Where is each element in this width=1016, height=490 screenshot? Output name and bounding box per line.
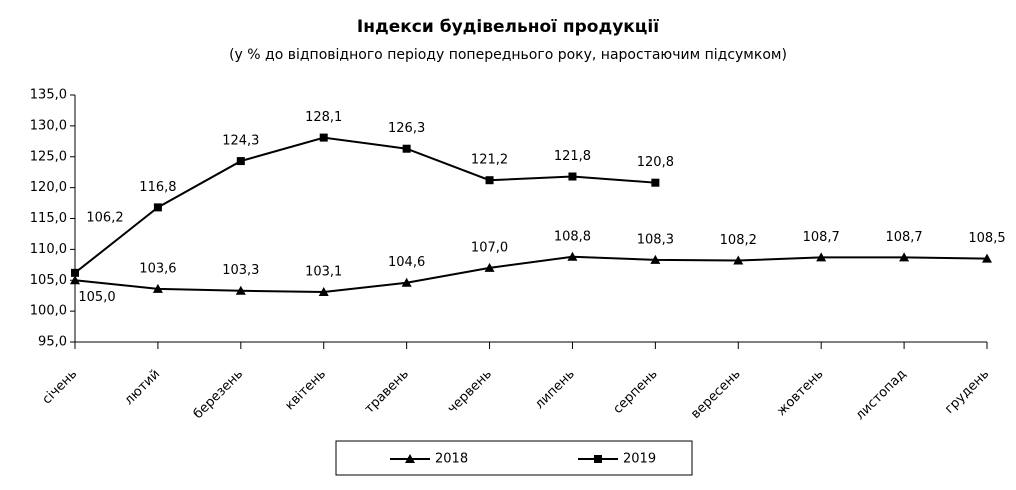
marker	[567, 251, 578, 261]
x-tick-label: жовтень	[774, 367, 826, 419]
chart-title: Індекси будівельної продукції	[357, 17, 659, 37]
y-tick-label: 125,0	[30, 149, 67, 164]
x-tick-label: червень	[445, 367, 495, 417]
marker	[733, 255, 744, 265]
data-label: 105,0	[78, 290, 115, 305]
x-tick-label: серпень	[610, 367, 660, 417]
y-tick-label: 130,0	[30, 118, 67, 133]
data-label: 103,1	[305, 264, 342, 279]
data-label: 108,5	[968, 231, 1005, 246]
data-label: 128,1	[305, 110, 342, 125]
legend-box	[335, 440, 693, 476]
data-label: 120,8	[637, 155, 674, 170]
data-label: 108,2	[720, 233, 757, 248]
legend-label: 2019	[623, 452, 656, 467]
marker	[71, 268, 79, 277]
marker	[651, 178, 660, 187]
data-label: 108,7	[885, 230, 922, 245]
marker	[568, 172, 577, 181]
series-line	[74, 255, 988, 293]
y-tick-label: 135,0	[30, 88, 67, 103]
marker	[236, 157, 245, 166]
data-label: 103,3	[222, 263, 259, 278]
marker	[405, 454, 415, 463]
data-label: 106,2	[86, 210, 123, 225]
y-tick-label: 110,0	[30, 242, 67, 257]
y-tick-label: 115,0	[30, 211, 67, 226]
x-tick-label: вересень	[688, 367, 743, 422]
y-tick-label: 100,0	[30, 304, 67, 319]
data-label: 116,8	[139, 180, 176, 195]
data-label: 121,8	[554, 149, 591, 164]
chart-subtitle: (у % до відповідного періоду попередньог…	[229, 47, 787, 63]
legend-label: 2018	[435, 452, 468, 467]
x-tick-label: квітень	[282, 367, 329, 414]
x-tick-label: січень	[40, 367, 81, 408]
marker	[319, 133, 328, 142]
data-label: 103,6	[139, 261, 176, 276]
data-label: 108,7	[803, 230, 840, 245]
data-label: 107,0	[471, 240, 508, 255]
x-tick-label: грудень	[942, 367, 992, 417]
data-label: 124,3	[222, 134, 259, 149]
marker	[235, 285, 246, 295]
x-tick-label: березень	[191, 367, 246, 422]
marker	[318, 286, 329, 296]
marker	[816, 252, 827, 262]
x-tick-label: лютий	[122, 367, 164, 409]
marker	[402, 144, 411, 153]
data-label: 108,8	[554, 229, 591, 244]
marker	[485, 176, 494, 185]
marker	[401, 277, 412, 287]
y-tick-label: 95,0	[38, 335, 67, 350]
marker	[152, 283, 163, 293]
y-tick-label: 120,0	[30, 180, 67, 195]
marker	[484, 262, 495, 272]
marker	[594, 455, 602, 463]
marker	[982, 253, 992, 263]
data-label: 108,3	[637, 232, 674, 247]
x-tick-label: липень	[532, 367, 578, 413]
series-line	[74, 136, 656, 274]
data-label: 121,2	[471, 153, 508, 168]
x-tick-label: травень	[362, 367, 412, 417]
data-label: 126,3	[388, 121, 425, 136]
y-tick-label: 105,0	[30, 273, 67, 288]
marker	[650, 254, 661, 264]
marker	[70, 275, 80, 285]
data-label: 104,6	[388, 255, 425, 270]
marker	[153, 203, 162, 212]
x-tick-label: листопад	[853, 367, 909, 423]
marker	[899, 252, 910, 262]
